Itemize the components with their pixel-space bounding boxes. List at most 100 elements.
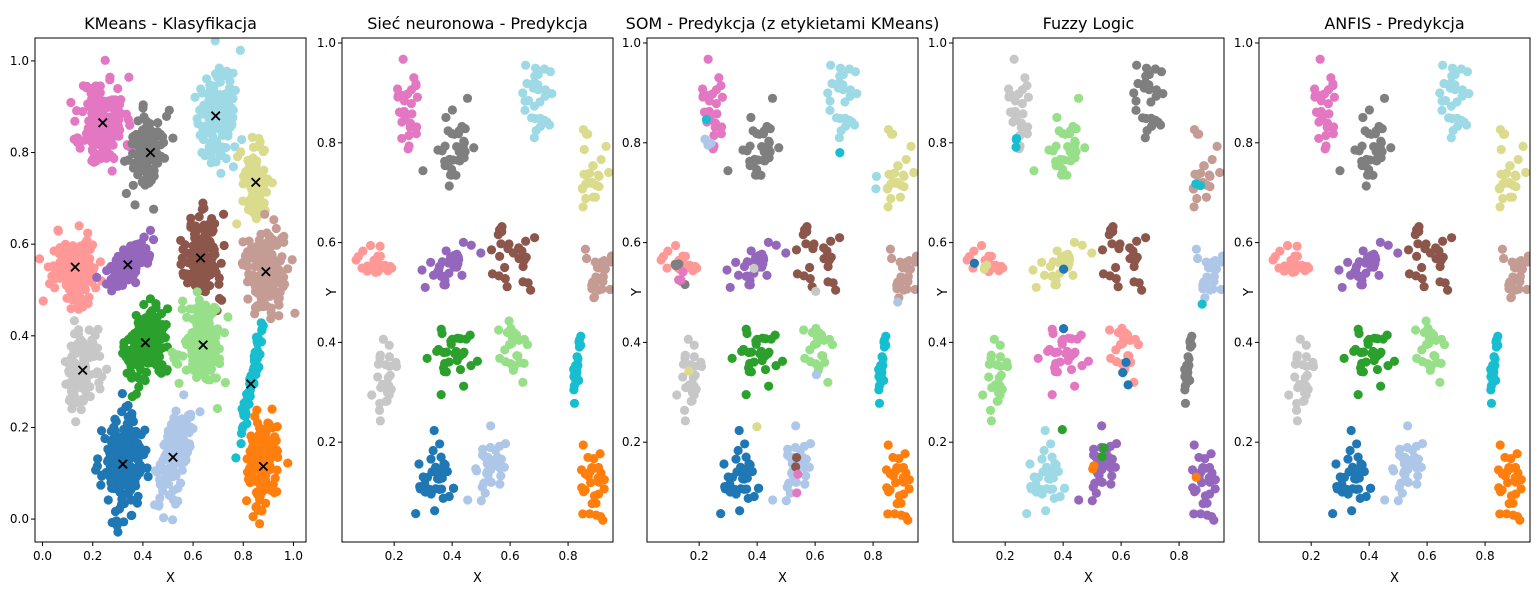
- data-point: [447, 334, 457, 344]
- data-point: [87, 134, 98, 144]
- data-point: [121, 109, 131, 119]
- data-point: [604, 167, 613, 178]
- data-point: [601, 257, 612, 267]
- data-point: [1322, 122, 1332, 132]
- data-point: [1268, 255, 1278, 265]
- data-point: [71, 417, 81, 427]
- data-point: [190, 229, 200, 239]
- data-point: [1491, 337, 1501, 347]
- data-point: [208, 141, 219, 151]
- data-point: [1031, 282, 1041, 293]
- data-point: [701, 114, 712, 125]
- data-point: [128, 470, 138, 481]
- data-point: [1389, 356, 1400, 366]
- data-point: [733, 445, 743, 456]
- data-point: [883, 202, 893, 212]
- data-point: [1041, 506, 1051, 516]
- data-point: [900, 263, 910, 273]
- data-point: [186, 213, 196, 223]
- data-point: [257, 437, 267, 447]
- data-point: [1113, 282, 1123, 292]
- data-point: [178, 296, 188, 306]
- data-point: [428, 445, 438, 456]
- data-point: [522, 78, 532, 89]
- data-point: [1513, 154, 1523, 165]
- data-point: [723, 166, 733, 176]
- data-point: [84, 292, 94, 302]
- data-point: [1346, 425, 1356, 436]
- centroid-marker: [97, 117, 108, 128]
- data-point: [386, 384, 396, 394]
- x-tick-label: 1.0: [284, 549, 303, 563]
- data-point: [1502, 509, 1512, 519]
- data-point: [509, 362, 519, 372]
- data-point: [1512, 512, 1523, 522]
- data-point: [1073, 93, 1084, 103]
- y-tick-label: 0.2: [622, 435, 641, 449]
- data-point: [1413, 239, 1423, 249]
- data-point: [1206, 263, 1216, 273]
- data-point: [1300, 373, 1310, 383]
- data-point: [741, 389, 751, 400]
- data-point: [735, 506, 745, 516]
- data-point: [494, 325, 504, 335]
- data-point: [1098, 269, 1109, 279]
- data-point: [508, 248, 518, 258]
- data-point: [1017, 99, 1027, 109]
- x-tick-label: 0.8: [234, 549, 253, 563]
- data-point: [745, 280, 755, 290]
- data-point: [1023, 92, 1034, 102]
- data-point: [55, 273, 65, 283]
- data-point: [681, 382, 691, 393]
- data-point: [247, 155, 257, 165]
- data-point: [213, 326, 223, 337]
- data-point: [406, 99, 416, 109]
- data-point: [1500, 129, 1510, 139]
- axes-frame: [34, 37, 307, 543]
- data-point: [441, 367, 451, 377]
- data-point: [411, 79, 421, 89]
- data-point: [699, 107, 710, 117]
- data-point: [1518, 141, 1528, 151]
- data-point: [997, 384, 1007, 394]
- data-point: [1210, 484, 1220, 494]
- data-point: [1370, 259, 1380, 269]
- centroid-marker: [140, 337, 151, 348]
- data-point: [1087, 248, 1097, 258]
- data-point: [894, 491, 904, 501]
- data-point: [1184, 354, 1194, 364]
- data-point: [178, 244, 188, 254]
- data-point: [1191, 179, 1201, 189]
- y-tick-label: 0.6: [928, 236, 947, 250]
- data-point: [1396, 478, 1406, 488]
- data-point: [697, 84, 708, 94]
- data-point: [68, 393, 78, 403]
- data-point: [476, 496, 486, 506]
- data-point: [595, 263, 605, 273]
- data-point: [258, 320, 268, 331]
- data-point: [436, 389, 446, 400]
- data-point: [375, 353, 385, 363]
- data-point: [202, 74, 212, 84]
- data-point: [1083, 356, 1094, 366]
- data-point: [1495, 509, 1505, 519]
- data-point: [420, 282, 430, 293]
- data-point: [452, 355, 462, 366]
- data-point: [710, 122, 720, 132]
- data-point: [819, 335, 829, 346]
- data-point: [502, 282, 512, 292]
- data-point: [84, 325, 94, 335]
- data-point: [1375, 237, 1385, 247]
- data-point: [1131, 96, 1141, 106]
- x-tick-label: 0.2: [996, 549, 1015, 563]
- data-point: [272, 465, 282, 475]
- data-point: [110, 425, 120, 435]
- data-point: [1353, 389, 1363, 400]
- data-point: [774, 143, 784, 153]
- data-point: [278, 237, 288, 247]
- data-point: [1047, 452, 1057, 462]
- data-point: [242, 261, 253, 272]
- data-point: [242, 277, 253, 287]
- data-point: [1058, 334, 1068, 344]
- data-point: [91, 283, 101, 293]
